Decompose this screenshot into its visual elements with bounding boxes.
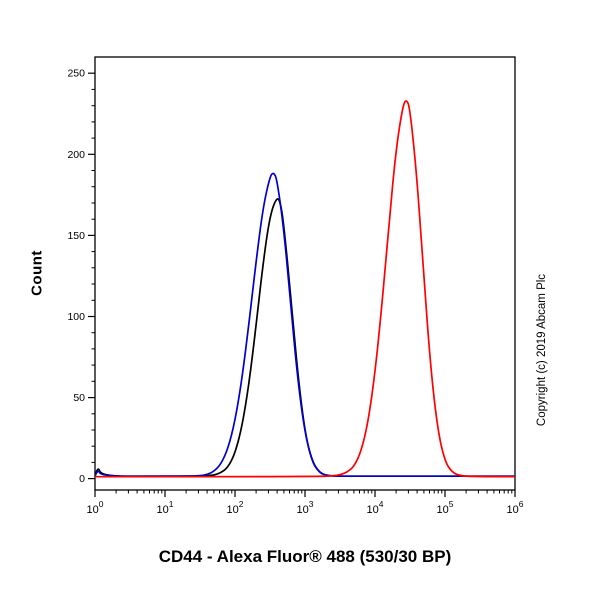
x-tick-label: 102 (227, 499, 244, 516)
curve-blue (95, 172, 515, 478)
y-tick-label: 100 (67, 311, 85, 323)
y-tick-label: 0 (79, 473, 85, 485)
y-tick-label: 150 (67, 230, 85, 242)
y-tick-label: 50 (73, 392, 85, 404)
x-tick-label: 105 (437, 499, 454, 516)
y-axis-label: Count (28, 250, 46, 296)
copyright-container: Copyright (c) 2019 Abcam Plc (531, 70, 553, 600)
copyright-text: Copyright (c) 2019 Abcam Plc (536, 273, 548, 427)
x-axis-title: CD44 - Alexa Fluor® 488 (530/30 BP) (158, 547, 452, 566)
x-tick-label: 106 (507, 499, 524, 516)
curve-red (95, 100, 515, 478)
x-tick-label: 101 (157, 499, 174, 516)
x-tick-label: 104 (367, 499, 384, 516)
x-tick-label: 100 (87, 499, 104, 516)
y-tick-label: 250 (67, 68, 85, 80)
x-tick-label: 103 (297, 499, 314, 516)
y-tick-label: 200 (67, 149, 85, 161)
